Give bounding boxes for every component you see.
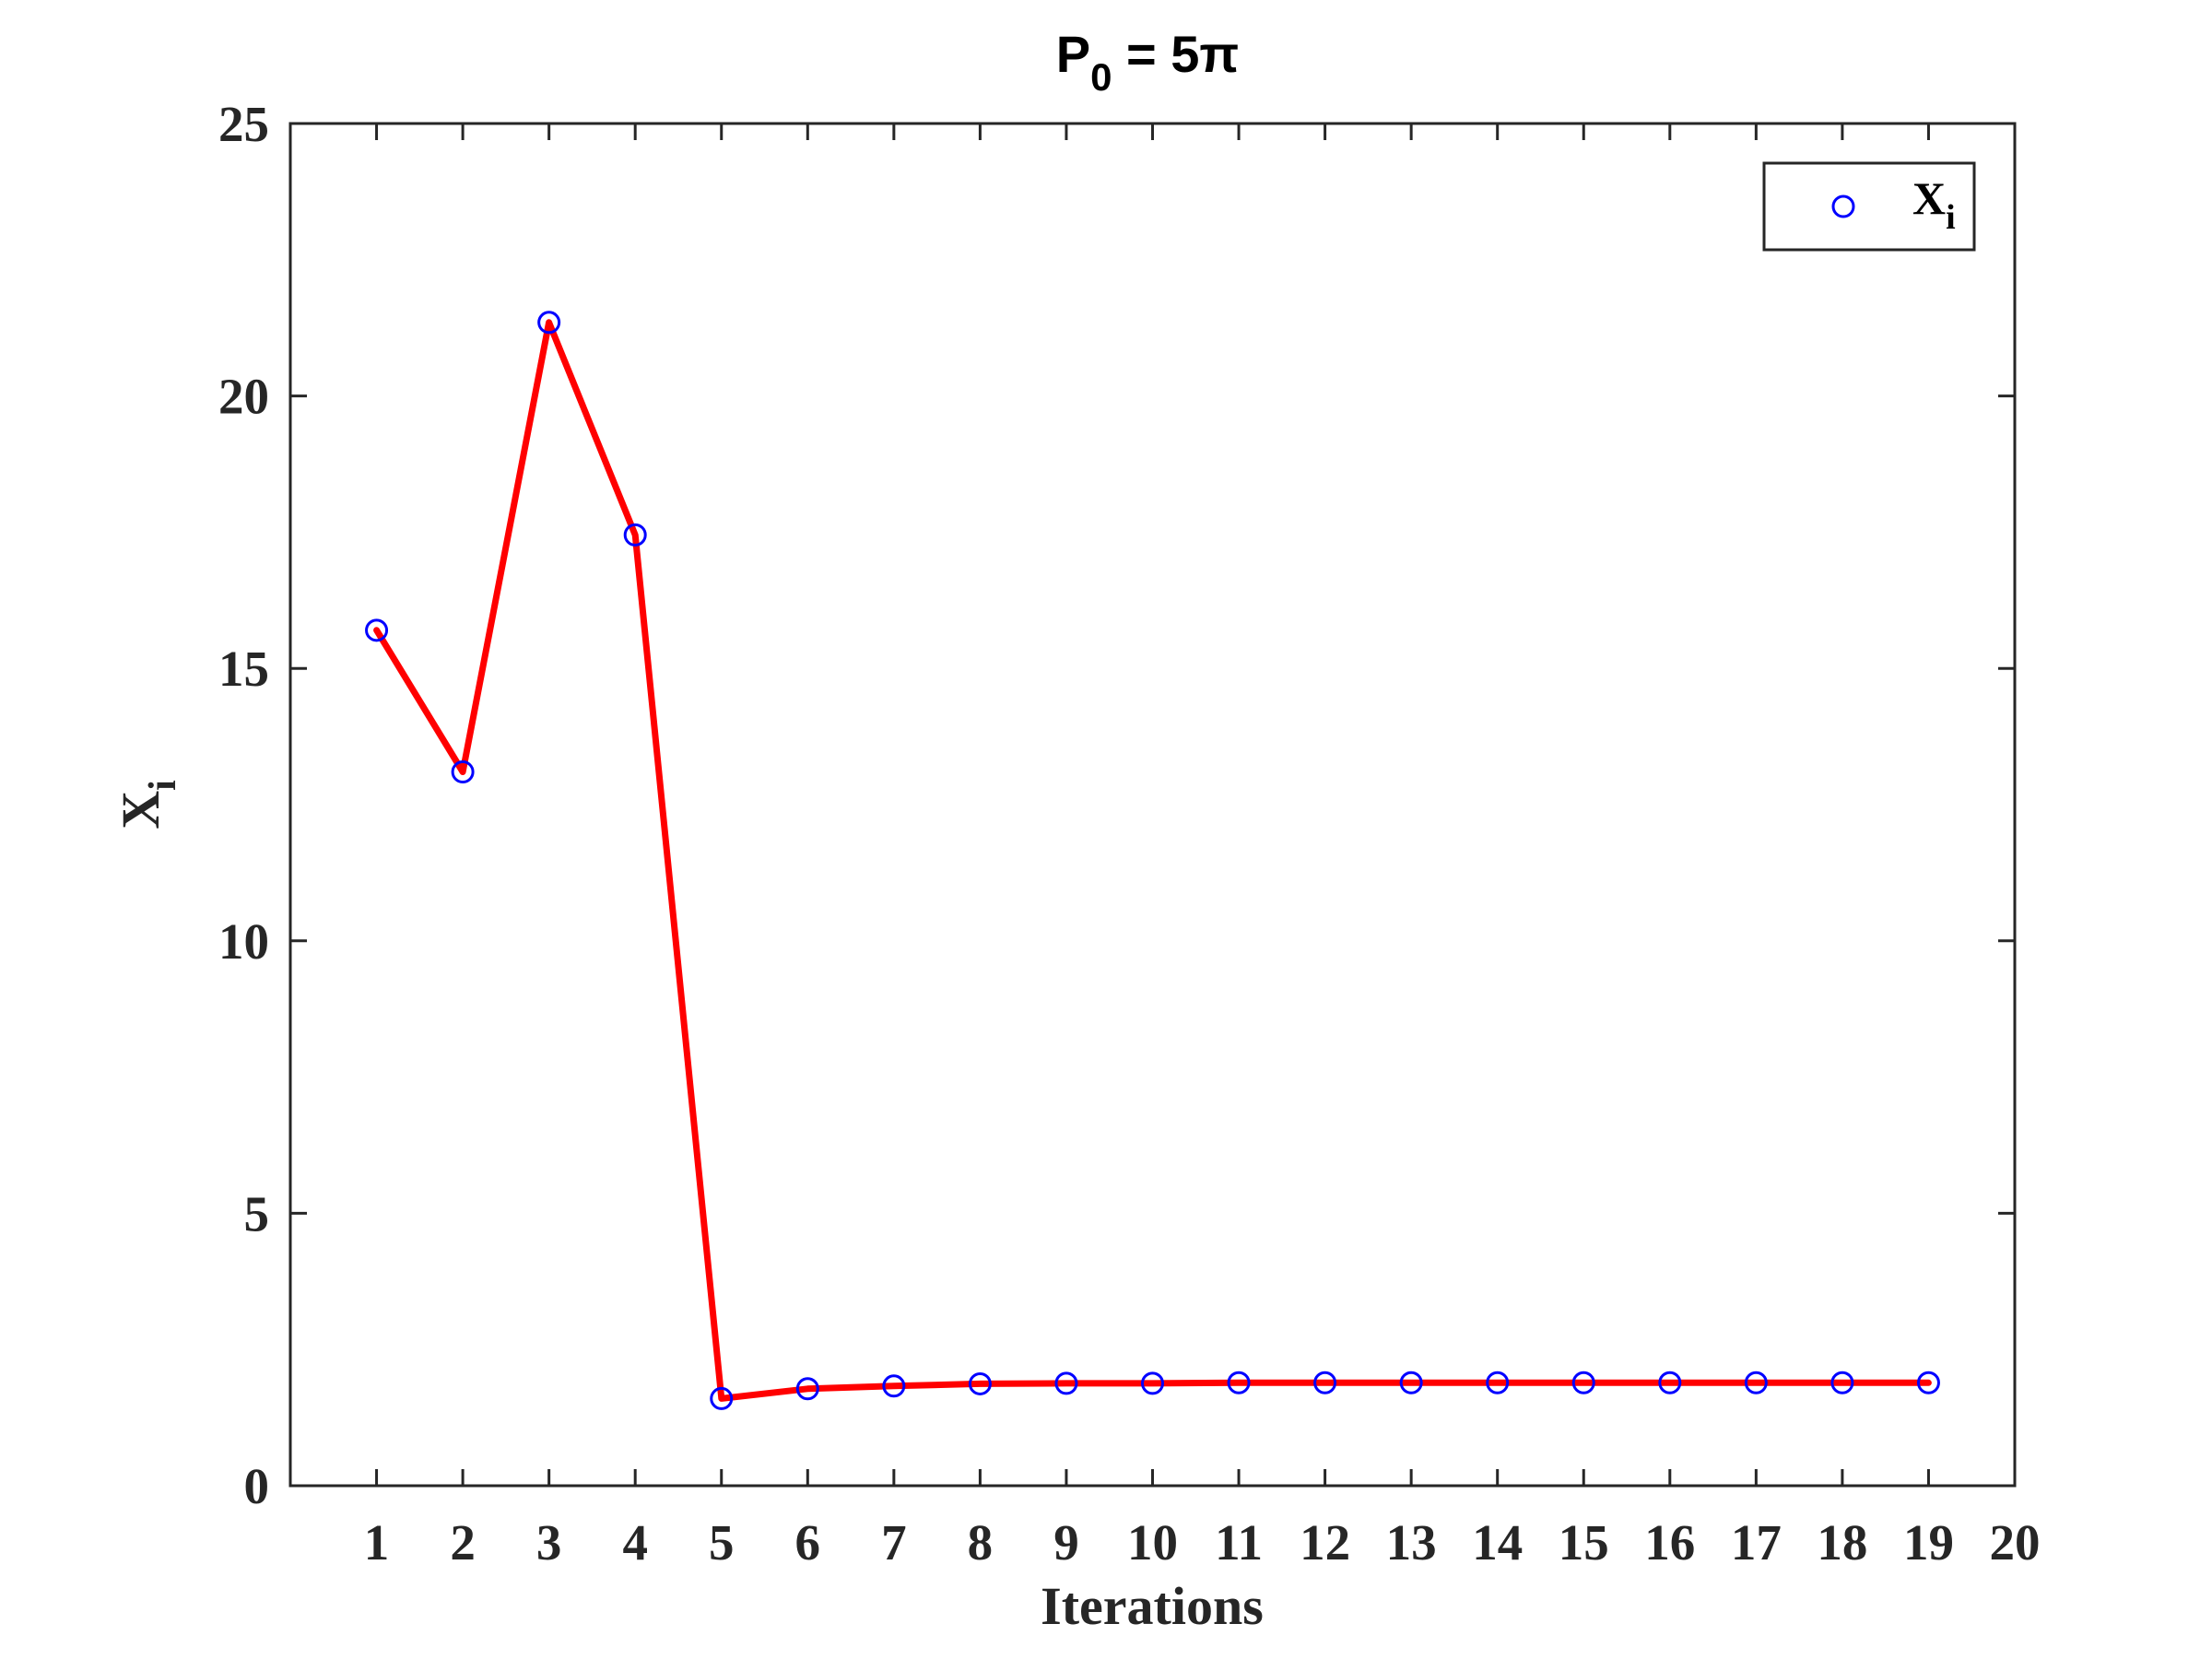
data-point-marker <box>451 760 475 784</box>
x-tick-label: 3 <box>536 1514 562 1571</box>
data-point-marker <box>537 311 561 335</box>
legend-entry-name: X <box>1912 172 1946 224</box>
data-point-marker <box>1054 1371 1078 1395</box>
data-point-marker <box>795 1377 819 1401</box>
x-tick-label: 18 <box>1817 1514 1867 1571</box>
x-tick-label: 7 <box>881 1514 907 1571</box>
y-tick-label: 5 <box>244 1185 270 1241</box>
x-tick-label: 6 <box>795 1514 821 1571</box>
x-tick-label: 2 <box>450 1514 476 1571</box>
x-tick-label: 5 <box>709 1514 735 1571</box>
y-tick-labels: 0 5 10 15 20 25 <box>218 96 269 1514</box>
data-point-marker <box>1399 1371 1423 1394</box>
x-tick-label: 17 <box>1731 1514 1782 1571</box>
axis-ticks <box>290 122 2017 1488</box>
data-point-marker <box>623 523 647 547</box>
data-point-marker <box>710 1386 734 1410</box>
y-axis-title-main: X <box>111 791 171 830</box>
x-tick-label: 12 <box>1300 1514 1350 1571</box>
x-tick-label: 9 <box>1053 1514 1079 1571</box>
x-tick-label: 13 <box>1386 1514 1437 1571</box>
chart-title-main: P <box>1056 25 1090 83</box>
legend-entry-label: Xi <box>1912 172 1956 237</box>
x-tick-labels: 1 2 3 4 5 6 7 8 9 10 11 12 13 14 15 16 17 18 19 20 <box>364 1514 2041 1571</box>
series-group <box>365 311 1940 1410</box>
x-tick-label: 4 <box>622 1514 648 1571</box>
x-tick-label: 8 <box>968 1514 994 1571</box>
data-point-marker <box>1658 1371 1682 1394</box>
x-tick-label: 1 <box>364 1514 390 1571</box>
x-axis-title: Iterations <box>1041 1576 1264 1636</box>
x-tick-label: 16 <box>1644 1514 1695 1571</box>
data-point-marker <box>1486 1371 1510 1394</box>
data-point-marker <box>1141 1371 1164 1395</box>
x-tick-label: 14 <box>1472 1514 1523 1571</box>
x-tick-label: 19 <box>1903 1514 1954 1571</box>
data-point-marker <box>1744 1371 1768 1394</box>
data-point-marker <box>1227 1371 1251 1394</box>
legend-box <box>1762 161 1976 252</box>
legend: Xi <box>1762 161 1976 252</box>
y-tick-label: 25 <box>218 96 269 152</box>
x-tick-label: 11 <box>1215 1514 1263 1571</box>
x-tick-label: 10 <box>1127 1514 1178 1571</box>
data-point-marker <box>365 618 389 642</box>
y-tick-label: 10 <box>218 913 269 970</box>
data-point-marker <box>968 1371 992 1395</box>
y-tick-label: 0 <box>244 1458 270 1514</box>
data-point-marker <box>1916 1371 1940 1394</box>
y-axis-title-subscript: i <box>142 780 184 791</box>
series-line <box>373 319 1932 1402</box>
data-point-marker <box>882 1374 906 1398</box>
legend-marker-icon <box>1831 194 1855 218</box>
legend-entry-subscript: i <box>1946 198 1956 237</box>
x-tick-label: 15 <box>1559 1514 1609 1571</box>
chart-title: P0 = 5π <box>1056 25 1240 99</box>
y-tick-label: 20 <box>218 369 269 425</box>
data-point-marker <box>1313 1371 1337 1394</box>
y-tick-label: 15 <box>218 641 269 697</box>
chart-title-suffix: = 5π <box>1112 25 1239 83</box>
y-axis-title: Xi <box>111 780 184 830</box>
chart-title-subscript: 0 <box>1090 55 1112 99</box>
x-tick-label: 20 <box>1990 1514 2041 1571</box>
data-point-marker <box>1571 1371 1595 1394</box>
data-point-marker <box>1830 1371 1854 1394</box>
